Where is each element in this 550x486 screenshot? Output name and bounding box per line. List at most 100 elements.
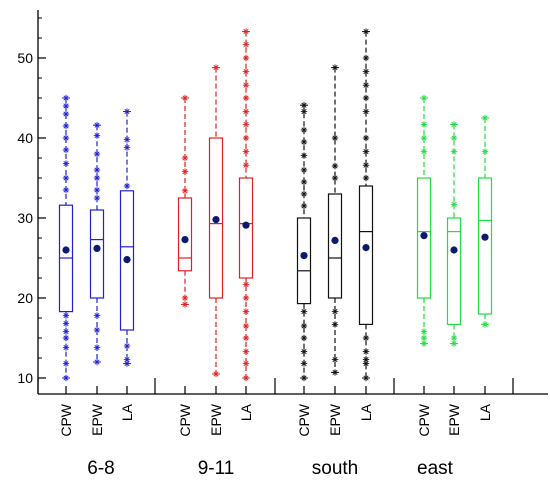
outlier-point: [362, 108, 370, 115]
mean-point: [212, 216, 220, 224]
outlier-point: [481, 114, 489, 122]
outlier-point: [331, 134, 339, 142]
outlier-point: [181, 301, 189, 308]
outlier-point: [62, 344, 70, 351]
outlier-point: [242, 148, 250, 155]
box-iqr: [208, 137, 224, 299]
outlier-point: [331, 321, 339, 328]
outlier-point: [420, 94, 428, 102]
outlier-point: [331, 174, 339, 182]
mean-point: [450, 246, 458, 254]
outlier-point: [242, 134, 250, 142]
outlier-point: [242, 121, 250, 128]
y-tick-label: 40: [17, 130, 33, 146]
outlier-point: [450, 201, 458, 208]
outlier-point: [362, 68, 370, 75]
outlier-point: [123, 182, 131, 190]
outlier-point: [181, 168, 189, 175]
outlier-point: [300, 178, 308, 186]
outlier-point: [62, 146, 70, 154]
category-label: EPW: [446, 403, 462, 436]
group-label: 9-11: [198, 458, 235, 479]
mean-point: [300, 252, 308, 260]
box-iqr: [89, 209, 105, 299]
y-tick-label: 20: [17, 290, 33, 306]
outlier-point: [181, 294, 189, 302]
outlier-point: [242, 108, 250, 115]
outlier-point: [362, 54, 370, 62]
y-tick-label: 10: [17, 370, 33, 386]
category-label: CPW: [416, 403, 432, 436]
outlier-point: [300, 348, 308, 355]
outlier-point: [93, 312, 101, 319]
outlier-point: [123, 342, 131, 350]
outlier-point: [450, 334, 458, 342]
outlier-point: [242, 374, 250, 382]
outlier-point: [62, 334, 70, 342]
outlier-point: [62, 360, 70, 367]
outlier-point: [93, 174, 101, 182]
outlier-point: [242, 28, 250, 35]
box-iqr: [416, 177, 432, 299]
outlier-point: [362, 348, 370, 355]
outlier-point: [62, 328, 70, 335]
group-label: south: [312, 458, 358, 479]
box-iqr: [446, 217, 462, 326]
outlier-point: [242, 162, 250, 169]
outlier-point: [300, 360, 308, 367]
outlier-point: [300, 202, 308, 210]
outlier-point: [481, 321, 489, 328]
outlier-point: [481, 148, 489, 155]
outlier-point: [420, 148, 428, 155]
outlier-point: [93, 186, 101, 194]
category-label: EPW: [208, 403, 224, 436]
category-label: EPW: [89, 403, 105, 436]
box-iqr: [177, 197, 193, 272]
outlier-point: [300, 108, 308, 115]
outlier-point: [242, 94, 250, 102]
outlier-point: [300, 308, 308, 315]
outlier-point: [242, 348, 250, 355]
outlier-point: [362, 162, 370, 169]
outlier-point: [300, 322, 308, 330]
outlier-point: [362, 174, 370, 182]
outlier-point: [362, 82, 370, 89]
outlier-point: [181, 187, 189, 194]
outlier-point: [420, 340, 428, 347]
outlier-point: [242, 54, 250, 62]
box-iqr: [238, 177, 254, 279]
outlier-point: [181, 94, 189, 102]
outlier-point: [62, 160, 70, 167]
category-label: LA: [358, 403, 374, 421]
outlier-point: [300, 374, 308, 382]
outlier-point: [450, 340, 458, 347]
box-iqr: [119, 190, 135, 331]
outlier-point: [450, 148, 458, 155]
outlier-point: [93, 150, 101, 158]
outlier-point: [331, 369, 339, 376]
outlier-point: [420, 328, 428, 335]
outlier-point: [300, 152, 308, 159]
box-iqr: [296, 217, 312, 305]
outlier-point: [62, 110, 70, 118]
outlier-point: [362, 374, 370, 382]
outlier-point: [242, 294, 250, 302]
mean-point: [93, 244, 101, 252]
outlier-point: [362, 334, 370, 342]
outlier-point: [362, 356, 370, 363]
outlier-point: [93, 358, 101, 366]
category-label: LA: [119, 403, 135, 421]
outlier-point: [362, 28, 370, 35]
box-iqr: [358, 185, 374, 325]
mean-point: [181, 236, 189, 244]
category-label: CPW: [58, 403, 74, 436]
outlier-point: [300, 334, 308, 342]
outlier-point: [300, 102, 308, 109]
group-label: 6-8: [87, 458, 114, 479]
outlier-point: [93, 326, 101, 334]
outlier-point: [123, 144, 131, 151]
outlier-point: [242, 68, 250, 75]
outlier-point: [62, 174, 70, 182]
